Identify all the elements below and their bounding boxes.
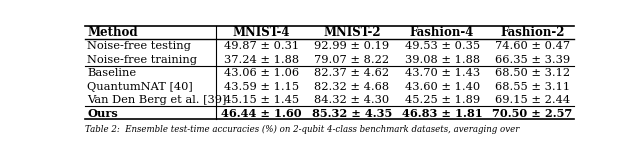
Text: 74.60 ± 0.47: 74.60 ± 0.47 [495,41,570,51]
Text: 45.25 ± 1.89: 45.25 ± 1.89 [404,95,479,105]
Text: Baseline: Baseline [88,68,136,78]
Text: 69.15 ± 2.44: 69.15 ± 2.44 [495,95,570,105]
Text: 66.35 ± 3.39: 66.35 ± 3.39 [495,55,570,65]
Text: 46.83 ± 1.81: 46.83 ± 1.81 [402,108,483,119]
Text: 37.24 ± 1.88: 37.24 ± 1.88 [224,55,299,65]
Text: 46.44 ± 1.60: 46.44 ± 1.60 [221,108,302,119]
Text: 45.15 ± 1.45: 45.15 ± 1.45 [224,95,299,105]
Text: Fashion-4: Fashion-4 [410,26,474,39]
Text: 49.87 ± 0.31: 49.87 ± 0.31 [224,41,299,51]
Text: 68.50 ± 3.12: 68.50 ± 3.12 [495,68,570,78]
Text: 70.50 ± 2.57: 70.50 ± 2.57 [492,108,572,119]
Text: MNIST-2: MNIST-2 [323,26,381,39]
Text: 49.53 ± 0.35: 49.53 ± 0.35 [404,41,479,51]
Text: 82.32 ± 4.68: 82.32 ± 4.68 [314,82,389,91]
Text: 68.55 ± 3.11: 68.55 ± 3.11 [495,82,570,91]
Text: 43.59 ± 1.15: 43.59 ± 1.15 [224,82,299,91]
Text: 43.06 ± 1.06: 43.06 ± 1.06 [224,68,299,78]
Text: Noise-free training: Noise-free training [88,55,197,65]
Text: 79.07 ± 8.22: 79.07 ± 8.22 [314,55,389,65]
Text: 39.08 ± 1.88: 39.08 ± 1.88 [404,55,479,65]
Text: QuantumNAT [40]: QuantumNAT [40] [88,82,193,91]
Text: Fashion-2: Fashion-2 [500,26,564,39]
Text: Method: Method [88,26,138,39]
Text: 43.60 ± 1.40: 43.60 ± 1.40 [404,82,479,91]
Text: MNIST-4: MNIST-4 [233,26,291,39]
Text: Noise-free testing: Noise-free testing [88,41,191,51]
Text: 92.99 ± 0.19: 92.99 ± 0.19 [314,41,389,51]
Text: 84.32 ± 4.30: 84.32 ± 4.30 [314,95,389,105]
Text: 85.32 ± 4.35: 85.32 ± 4.35 [312,108,392,119]
Text: Table 2:  Ensemble test-time accuracies (%) on 2-qubit 4-class benchmark dataset: Table 2: Ensemble test-time accuracies (… [85,125,519,134]
Text: 82.37 ± 4.62: 82.37 ± 4.62 [314,68,389,78]
Text: 43.70 ± 1.43: 43.70 ± 1.43 [404,68,479,78]
Text: Ours: Ours [88,108,118,119]
Text: Van Den Berg et al. [39]: Van Den Berg et al. [39] [88,95,227,105]
